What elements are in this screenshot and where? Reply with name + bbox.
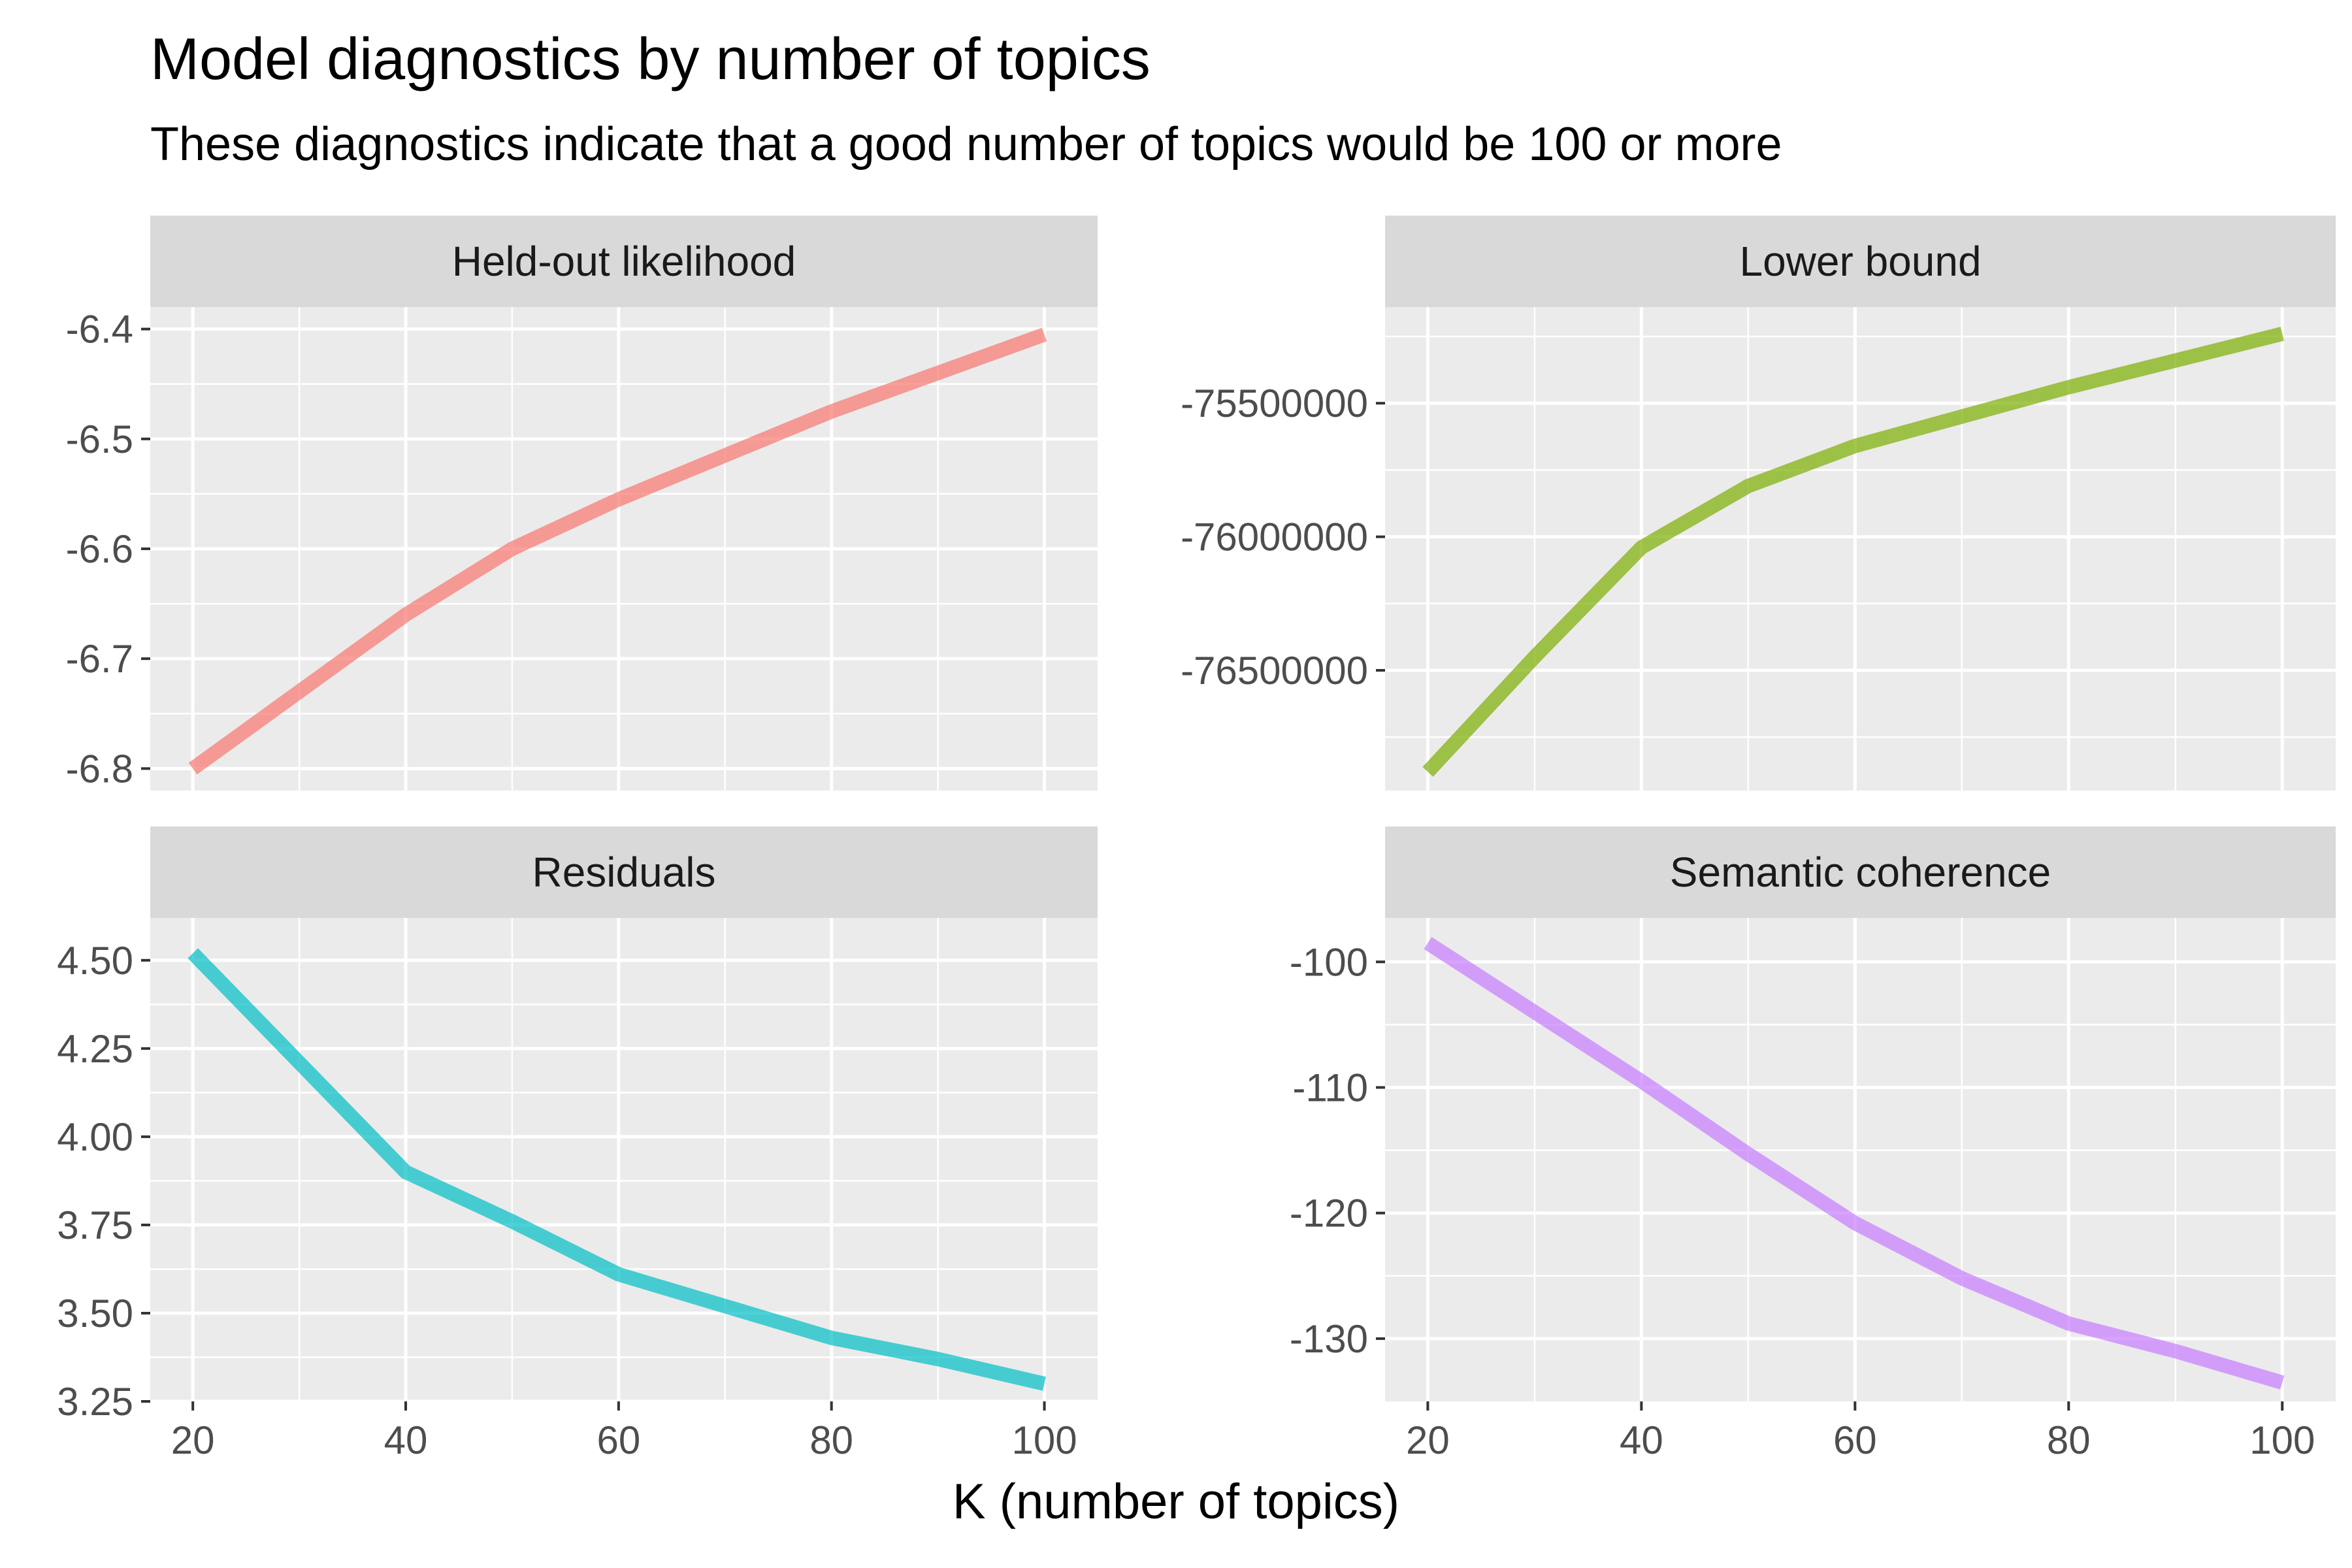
y-tick-label: -6.8 [66,747,133,791]
facet-strip [150,826,1098,918]
x-tick-label: 80 [2047,1418,2091,1462]
panel-background [1385,307,2336,791]
facet-strip [1385,216,2336,307]
x-tick-label: 60 [596,1418,640,1462]
panel-residuals: 3.25 3.50 3.75 4.00 4.25 4.50 20 40 60 80 100 Resid… [57,826,1098,1462]
x-axis-label: K (number of topics) [952,1474,1400,1529]
panel-background [150,918,1098,1401]
series-line-lower-bound [1422,327,2284,777]
x-tick-label: 60 [1833,1418,1877,1462]
x-tick-label: 100 [1011,1418,1077,1462]
series-line-semantic-coherence [1424,937,2285,1390]
y-tick-label: 3.50 [57,1292,133,1335]
facet-strip-label: Semantic coherence [1670,849,2051,896]
series-line-held-out-likelihood [188,327,1047,775]
facet-strip [150,216,1098,307]
y-tick-label: 4.00 [57,1115,133,1159]
series-line-residuals [188,948,1046,1391]
y-tick-label: -6.5 [66,417,133,461]
y-tick-label: -6.7 [66,637,133,681]
x-tick-label: 40 [384,1418,428,1462]
y-tick-label: 3.75 [57,1203,133,1247]
y-tick-label: -76000000 [1181,515,1368,559]
y-tick-label: -6.6 [66,527,133,571]
y-tick-label: -130 [1290,1317,1368,1361]
facet-strip-label: Held-out likelihood [452,238,796,285]
y-tick-label: 4.50 [57,939,133,983]
chart-subtitle: These diagnostics indicate that a good n… [150,118,1782,171]
y-tick-label: -110 [1292,1066,1368,1109]
panel-held-out-likelihood: -6.8 -6.7 -6.6 -6.5 -6.4 Held-out likelihood [66,216,1098,791]
x-tick-label: 20 [1406,1418,1450,1462]
y-tick-label: 4.25 [57,1027,133,1071]
x-tick-label: 80 [809,1418,853,1462]
y-tick-label: -75500000 [1181,382,1368,425]
y-tick-label: -120 [1290,1192,1368,1235]
facet-strip [1385,826,2336,918]
panel-semantic-coherence: -130 -120 -110 -100 20 40 60 80 100 Semantic cohe… [1290,826,2336,1462]
facet-strip-label: Lower bound [1739,238,1981,285]
y-tick-label: -100 [1290,940,1368,984]
panel-background [1385,918,2336,1401]
y-tick-label: -6.4 [66,308,133,351]
y-tick-label: -76500000 [1181,649,1368,693]
y-tick-label: 3.25 [57,1380,133,1424]
chart-title: Model diagnostics by number of topics [150,27,1151,92]
x-tick-label: 20 [171,1418,215,1462]
panel-lower-bound: -76500000 -76000000 -75500000 Lower bound [1181,216,2336,791]
x-tick-label: 100 [2249,1418,2315,1462]
x-tick-label: 40 [1620,1418,1663,1462]
facet-strip-label: Residuals [532,849,715,896]
